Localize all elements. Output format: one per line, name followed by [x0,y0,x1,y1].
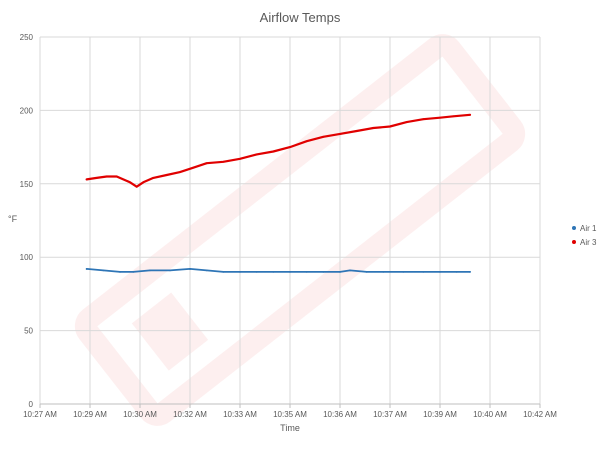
data-point-air-3 [205,162,208,165]
data-point-air-3 [289,146,291,149]
data-point-air-1 [189,268,191,270]
data-point-air-3 [105,175,108,178]
data-point-air-1 [85,268,88,270]
data-point-air-3 [115,175,118,178]
x-tick-label: 10:27 AM [23,410,57,419]
y-tick-label: 250 [20,33,34,42]
data-point-air-1 [255,270,258,273]
data-point-air-1 [205,269,208,272]
data-point-air-3 [355,130,358,132]
x-tick-label: 10:33 AM [223,410,257,419]
data-point-air-3 [372,127,375,129]
data-point-air-3 [85,178,88,181]
data-point-air-1 [132,270,135,273]
y-tick-label: 150 [20,180,34,189]
data-point-air-3 [239,157,241,160]
legend-marker-air-3 [572,240,576,244]
data-point-air-3 [305,140,308,143]
data-point-air-1 [272,270,275,273]
legend-item-air-1: Air 1 [572,221,596,235]
data-point-air-3 [135,185,138,188]
legend-marker-air-1 [572,226,576,230]
y-tick-label: 50 [24,327,33,336]
data-point-air-1 [455,270,458,273]
data-point-air-1 [239,270,241,273]
x-tick-label: 10:29 AM [73,410,107,419]
legend-label-air-3: Air 3 [580,237,597,247]
data-point-air-3 [192,166,195,169]
data-point-air-3 [179,171,181,173]
data-point-air-3 [95,177,98,179]
watermark-logo [74,34,526,426]
data-point-air-3 [165,174,168,176]
data-point-air-1 [422,270,425,273]
legend: Air 1 Air 3 [572,221,596,249]
x-tick-label: 10:30 AM [123,410,157,419]
y-tick-label: 200 [20,106,34,115]
data-point-air-3 [422,118,425,121]
data-point-air-1 [439,270,441,273]
x-tick-label: 10:42 AM [523,410,557,419]
x-tick-label: 10:35 AM [273,410,307,419]
data-point-air-3 [405,121,408,124]
data-point-air-1 [305,270,308,273]
x-tick-label: 10:40 AM [473,410,507,419]
data-point-air-3 [452,115,455,118]
series-line-air-1 [85,267,471,273]
data-point-air-1 [222,270,225,273]
x-tick-label: 10:39 AM [423,410,457,419]
legend-item-air-3: Air 3 [572,235,596,249]
data-point-air-3 [122,178,125,181]
data-point-air-3 [129,181,131,184]
data-point-air-1 [349,269,351,272]
data-point-air-1 [322,270,325,273]
data-point-air-3 [389,125,391,128]
data-point-air-3 [339,132,341,135]
data-point-air-1 [149,269,151,272]
data-point-air-3 [469,113,471,116]
data-point-air-3 [272,150,275,153]
data-point-air-1 [469,270,471,273]
data-point-air-1 [102,269,105,272]
data-point-air-1 [119,270,121,273]
x-tick-label: 10:37 AM [373,410,407,419]
data-point-air-3 [322,135,325,138]
data-point-air-1 [365,270,368,273]
data-point-air-3 [142,181,145,184]
y-tick-label: 100 [20,253,34,262]
data-point-air-3 [439,116,441,119]
data-point-air-1 [289,270,291,273]
y-tick-label: 0 [29,400,34,409]
y-axis-title: °F [8,214,18,224]
data-point-air-1 [169,269,171,272]
x-tick-label: 10:36 AM [323,410,357,419]
data-point-air-1 [402,270,405,273]
x-axis-title: Time [280,423,300,433]
x-tick-label: 10:32 AM [173,410,207,419]
legend-label-air-1: Air 1 [580,223,597,233]
data-point-air-3 [222,160,225,163]
data-point-air-1 [382,270,385,273]
data-point-air-3 [152,177,155,179]
chart-title: Airflow Temps [259,10,341,25]
data-point-air-1 [339,270,341,273]
data-point-air-3 [255,153,258,156]
